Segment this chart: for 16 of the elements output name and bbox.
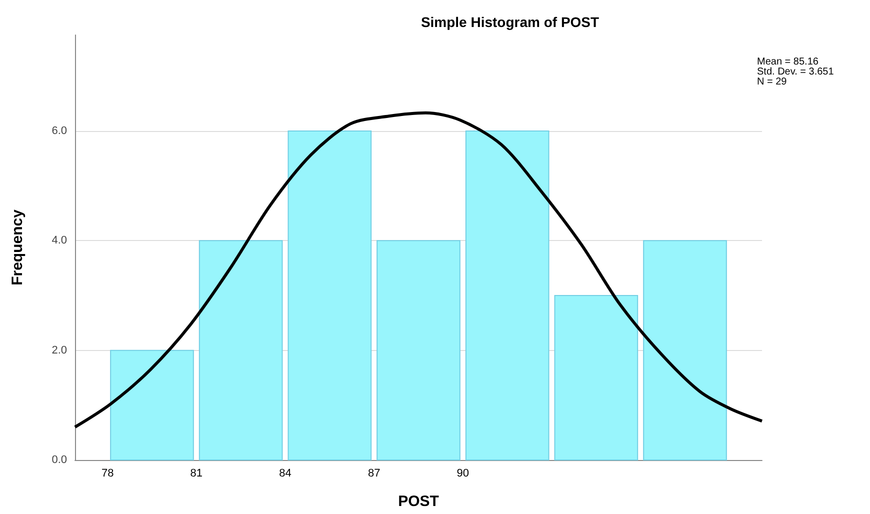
- x-tick-label: 87: [368, 468, 380, 480]
- y-tick-label: 2.0: [52, 344, 67, 356]
- x-tick-label: 90: [456, 468, 470, 480]
- y-tick-label: 4.0: [52, 234, 67, 247]
- annotation: N = 29: [757, 76, 788, 88]
- y-tick-label: 0.0: [52, 454, 67, 466]
- x-axis-title: POST: [398, 493, 439, 510]
- chart-title: Simple Histogram of POST: [420, 14, 600, 30]
- annotation: Std. Dev. = 3.651: [757, 66, 834, 78]
- line-series: [74, 111, 764, 429]
- x-tick-label: 81: [190, 468, 203, 480]
- x-tick-label: 78: [101, 468, 114, 480]
- x-tick-label: 84: [279, 468, 292, 480]
- y-axis-title: Frequency: [9, 208, 26, 286]
- y-tick-label: 6.0: [52, 124, 67, 137]
- annotation: Mean = 85.16: [757, 56, 819, 68]
